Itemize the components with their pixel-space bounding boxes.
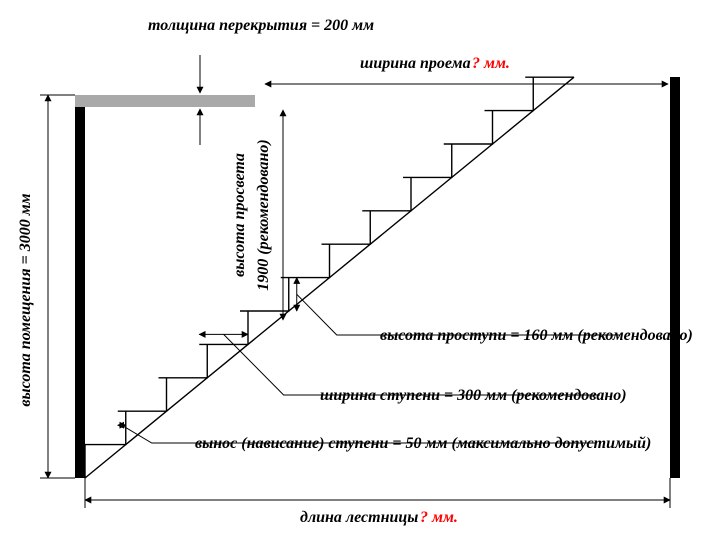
label-clearance: высота просвета <box>231 153 248 277</box>
label-stair-length-q: ? мм. <box>420 509 458 526</box>
label-clearance-val: 1900 (рекомендовано) <box>255 139 272 290</box>
label-opening-width-q: ? мм. <box>472 55 510 72</box>
right-wall <box>670 77 680 478</box>
left-wall <box>75 95 85 478</box>
ceiling-slab <box>75 95 255 107</box>
label-tread: ширина ступени = 300 мм (рекомендовано) <box>320 387 627 404</box>
label-room-height: высота помещения = 3000 мм <box>17 193 34 406</box>
label-slab-thickness: толщина перекрытия = 200 мм <box>148 17 374 34</box>
label-overhang: вынос (нависание) ступени = 50 мм (макси… <box>195 435 651 452</box>
label-stair-length: длина лестницы <box>300 509 418 526</box>
stair-diagram: толщина перекрытия = 200 мм ширина проем… <box>0 0 718 536</box>
stair-profile <box>77 77 574 478</box>
label-opening-width: ширина проема <box>360 55 471 72</box>
label-riser: высота проступи = 160 мм (рекомендовано) <box>380 327 693 344</box>
